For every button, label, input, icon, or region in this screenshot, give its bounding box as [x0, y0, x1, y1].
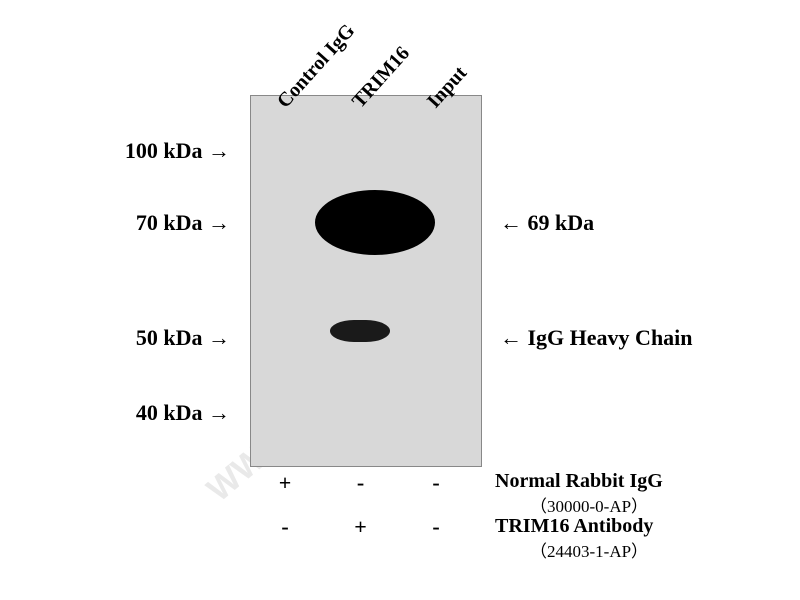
ab-cell: +	[326, 514, 396, 540]
arrow-right-icon: →	[208, 138, 230, 164]
ab-label-normal-rabbit-igg: Normal Rabbit IgG	[495, 470, 663, 493]
mw-marker-text: 50 kDa	[136, 325, 203, 350]
ab-label-trim16-antibody: TRIM16 Antibody	[495, 515, 653, 538]
mw-marker-text: 40 kDa	[136, 400, 203, 425]
mw-marker-40kda: 40 kDa →	[136, 400, 230, 426]
mw-marker-text: 100 kDa	[125, 138, 203, 163]
table-row: + - -	[250, 470, 471, 498]
arrow-left-icon: ←	[500, 325, 522, 351]
band-trim16-69kda	[315, 190, 435, 255]
ab-catalog-30000-0-ap: （30000-0-AP）	[530, 492, 648, 517]
mw-marker-100kda: 100 kDa →	[125, 138, 230, 164]
band-label-69kda: ← 69 kDa	[500, 210, 594, 236]
arrow-left-icon: ←	[500, 210, 522, 236]
ab-cell: -	[250, 514, 320, 540]
mw-marker-text: 70 kDa	[136, 210, 203, 235]
arrow-right-icon: →	[208, 210, 230, 236]
band-label-text: IgG Heavy Chain	[528, 325, 693, 350]
ab-cell: -	[326, 470, 396, 496]
band-label-igg-heavy: ← IgG Heavy Chain	[500, 325, 693, 351]
ab-catalog-24403-1-ap: （24403-1-AP）	[530, 537, 648, 562]
arrow-right-icon: →	[208, 325, 230, 351]
arrow-right-icon: →	[208, 400, 230, 426]
band-igg-heavy-chain	[330, 320, 390, 342]
ab-cell: -	[401, 470, 471, 496]
band-label-text: 69 kDa	[528, 210, 595, 235]
antibody-presence-table: + - - - + -	[250, 470, 471, 542]
blot-membrane	[250, 95, 482, 467]
mw-marker-50kda: 50 kDa →	[136, 325, 230, 351]
ab-cell: +	[250, 470, 320, 496]
ab-cell: -	[401, 514, 471, 540]
figure-container: WWW.PTGLAB.COM Control IgG TRIM16 Input …	[0, 0, 800, 600]
table-row: - + -	[250, 514, 471, 542]
mw-marker-70kda: 70 kDa →	[136, 210, 230, 236]
